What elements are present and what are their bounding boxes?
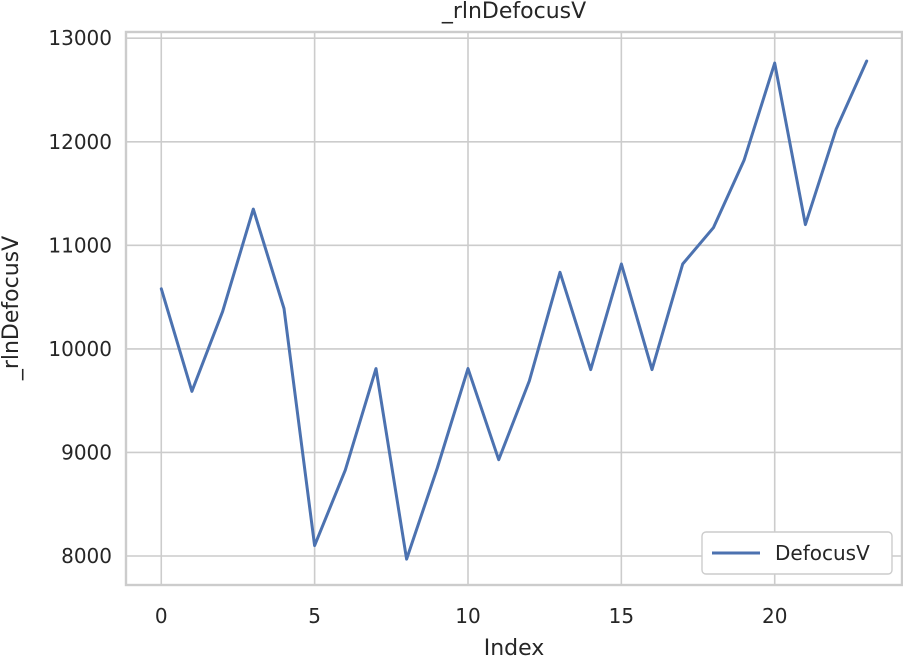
legend-label-defocusv: DefocusV xyxy=(775,541,870,565)
y-tick-label: 13000 xyxy=(48,26,112,50)
y-tick-label: 8000 xyxy=(61,544,112,568)
y-tick-label: 12000 xyxy=(48,130,112,154)
x-tick-label: 5 xyxy=(308,604,321,628)
grid xyxy=(126,32,902,585)
tick-labels: 0 5 10 15 20 8000 9000 10000 11000 12000 13000 xyxy=(48,26,787,628)
legend: DefocusV xyxy=(701,531,893,575)
x-tick-label: 15 xyxy=(609,604,634,628)
y-tick-label: 11000 xyxy=(48,233,112,257)
x-tick-label: 20 xyxy=(762,604,787,628)
y-tick-label: 9000 xyxy=(61,440,112,464)
y-tick-label: 10000 xyxy=(48,337,112,361)
x-axis-label: Index xyxy=(484,636,545,661)
y-axis-label: _rlnDefocusV xyxy=(0,236,24,381)
plot-frame xyxy=(124,30,903,587)
series-line-defocusv xyxy=(159,59,869,561)
x-tick-label: 10 xyxy=(455,604,480,628)
chart-title: _rlnDefocusV xyxy=(441,0,586,24)
series-layer xyxy=(159,59,869,561)
legend-box xyxy=(701,531,893,575)
x-tick-label: 0 xyxy=(155,604,168,628)
